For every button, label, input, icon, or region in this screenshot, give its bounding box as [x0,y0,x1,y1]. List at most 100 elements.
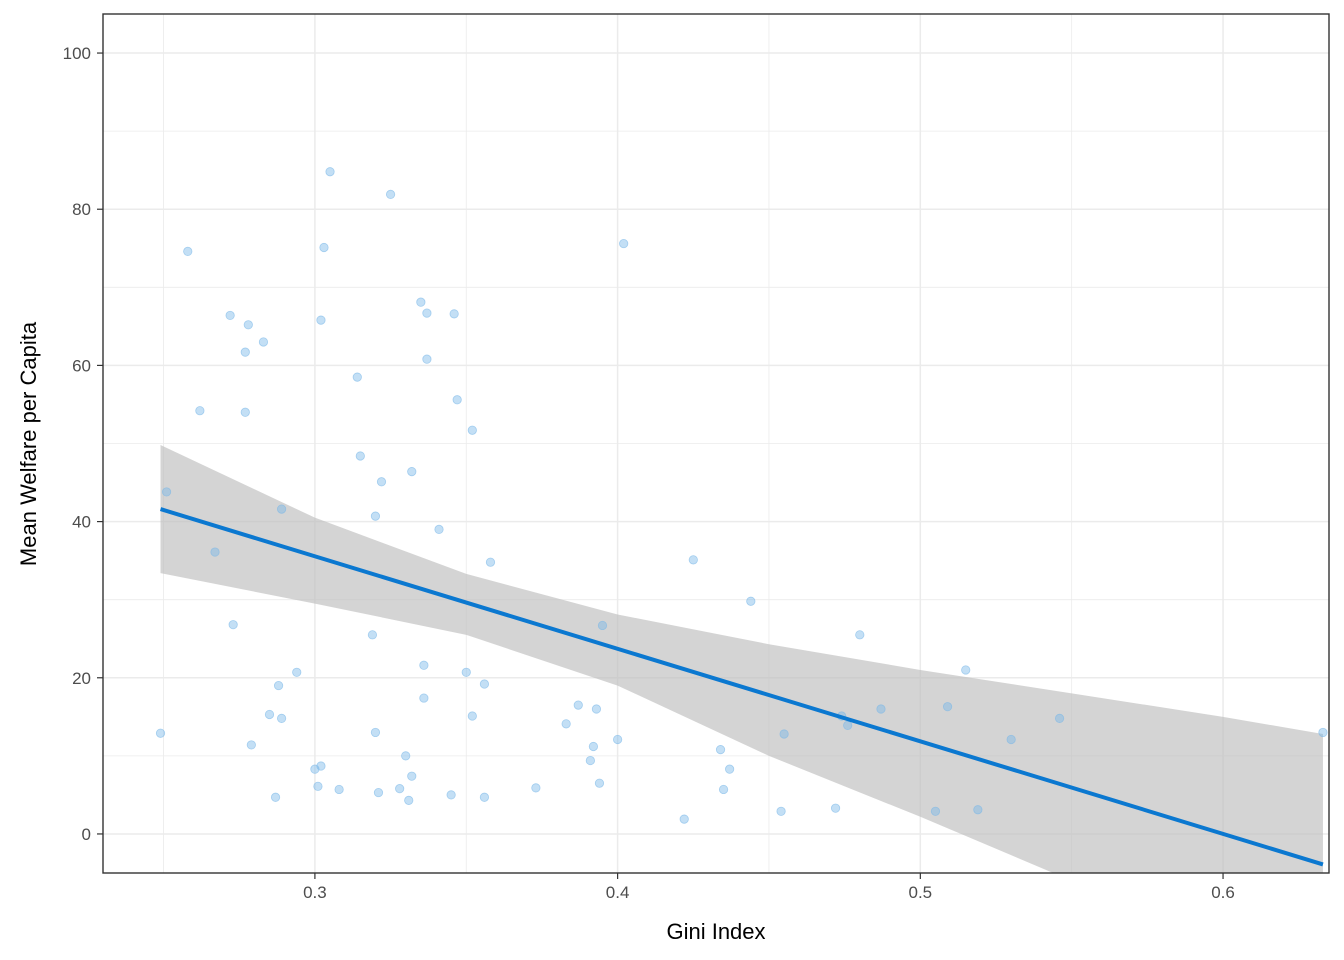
data-point [961,665,971,675]
data-point [715,745,726,755]
data-point [313,781,323,791]
data-point [843,720,853,731]
data-point [228,620,238,630]
data-point [385,189,396,199]
data-point [434,524,444,535]
data-point [355,451,365,461]
data-point [479,792,490,802]
data-point [585,755,595,766]
x-tick-label: 0.5 [909,883,933,902]
data-point [597,620,608,631]
y-tick-label: 80 [72,200,91,219]
data-point [273,680,284,691]
data-point [573,700,583,710]
data-point [531,783,541,793]
data-point [830,803,841,813]
data-point [718,784,729,795]
y-axis: 0 20 40 60 80 100 [63,44,103,844]
data-point [746,596,756,606]
data-point [1318,727,1328,738]
data-point [246,740,256,750]
data-point [404,795,414,805]
y-tick-label: 20 [72,669,91,688]
plot-panel-border [102,13,1330,874]
data-point [195,406,205,416]
x-axis-title: Gini Index [666,919,765,944]
data-point [449,309,459,319]
data-point [243,320,253,330]
confidence-band [160,445,1323,873]
data-point [161,487,172,497]
data-point [352,372,362,382]
data-point [619,238,629,249]
data-point [591,704,602,714]
data-point [855,630,865,640]
data-point [270,792,281,802]
data-point [316,761,326,771]
data-point [416,297,426,307]
data-point [376,477,387,487]
data-point [334,784,344,795]
data-point [461,667,471,677]
data-point [452,395,462,405]
data-point [1054,713,1065,723]
data-point [401,751,411,761]
regression-line [159,507,1324,867]
x-tick-label: 0.4 [606,883,630,902]
data-point [588,741,599,752]
data-point [367,630,378,640]
data-point [422,308,432,318]
data-point [407,467,417,477]
minor-gridlines [103,14,1329,873]
data-point [479,679,490,689]
data-point [467,425,477,435]
data-point [325,167,335,177]
data-point [613,734,623,745]
data-points [155,167,1328,824]
data-point [210,547,220,557]
data-point [407,771,417,781]
data-point [395,784,405,794]
data-point [688,555,698,565]
data-point [155,728,166,738]
data-point [183,246,193,256]
data-point [277,504,287,514]
data-point [370,727,381,738]
data-point [779,729,789,739]
data-point [240,347,250,357]
data-point [679,814,689,824]
data-point [319,242,329,253]
data-point [419,660,429,670]
data-point [467,711,477,721]
data-point [446,790,456,800]
data-point [370,511,381,521]
y-tick-label: 40 [72,513,91,532]
x-tick-label: 0.3 [303,883,327,902]
data-point [973,805,983,815]
data-point [930,806,941,816]
data-point [1006,734,1016,745]
data-point [316,315,326,325]
data-point [876,704,886,714]
data-point [264,709,275,720]
y-tick-label: 100 [63,44,91,63]
y-tick-label: 60 [72,356,91,375]
data-point [373,787,384,798]
x-tick-label: 0.6 [1211,883,1235,902]
data-point [725,764,735,774]
data-point [485,557,496,567]
data-point [942,702,953,712]
data-point [419,693,429,703]
data-point [240,407,250,417]
data-point [561,719,571,729]
data-point [292,667,302,677]
y-tick-label: 0 [82,825,91,844]
data-point [776,806,786,816]
x-axis: 0.3 0.4 0.5 0.6 [303,873,1235,902]
data-point [258,337,269,347]
data-point [225,310,235,321]
data-point [422,354,432,364]
data-point [277,713,287,723]
data-point [594,778,605,788]
